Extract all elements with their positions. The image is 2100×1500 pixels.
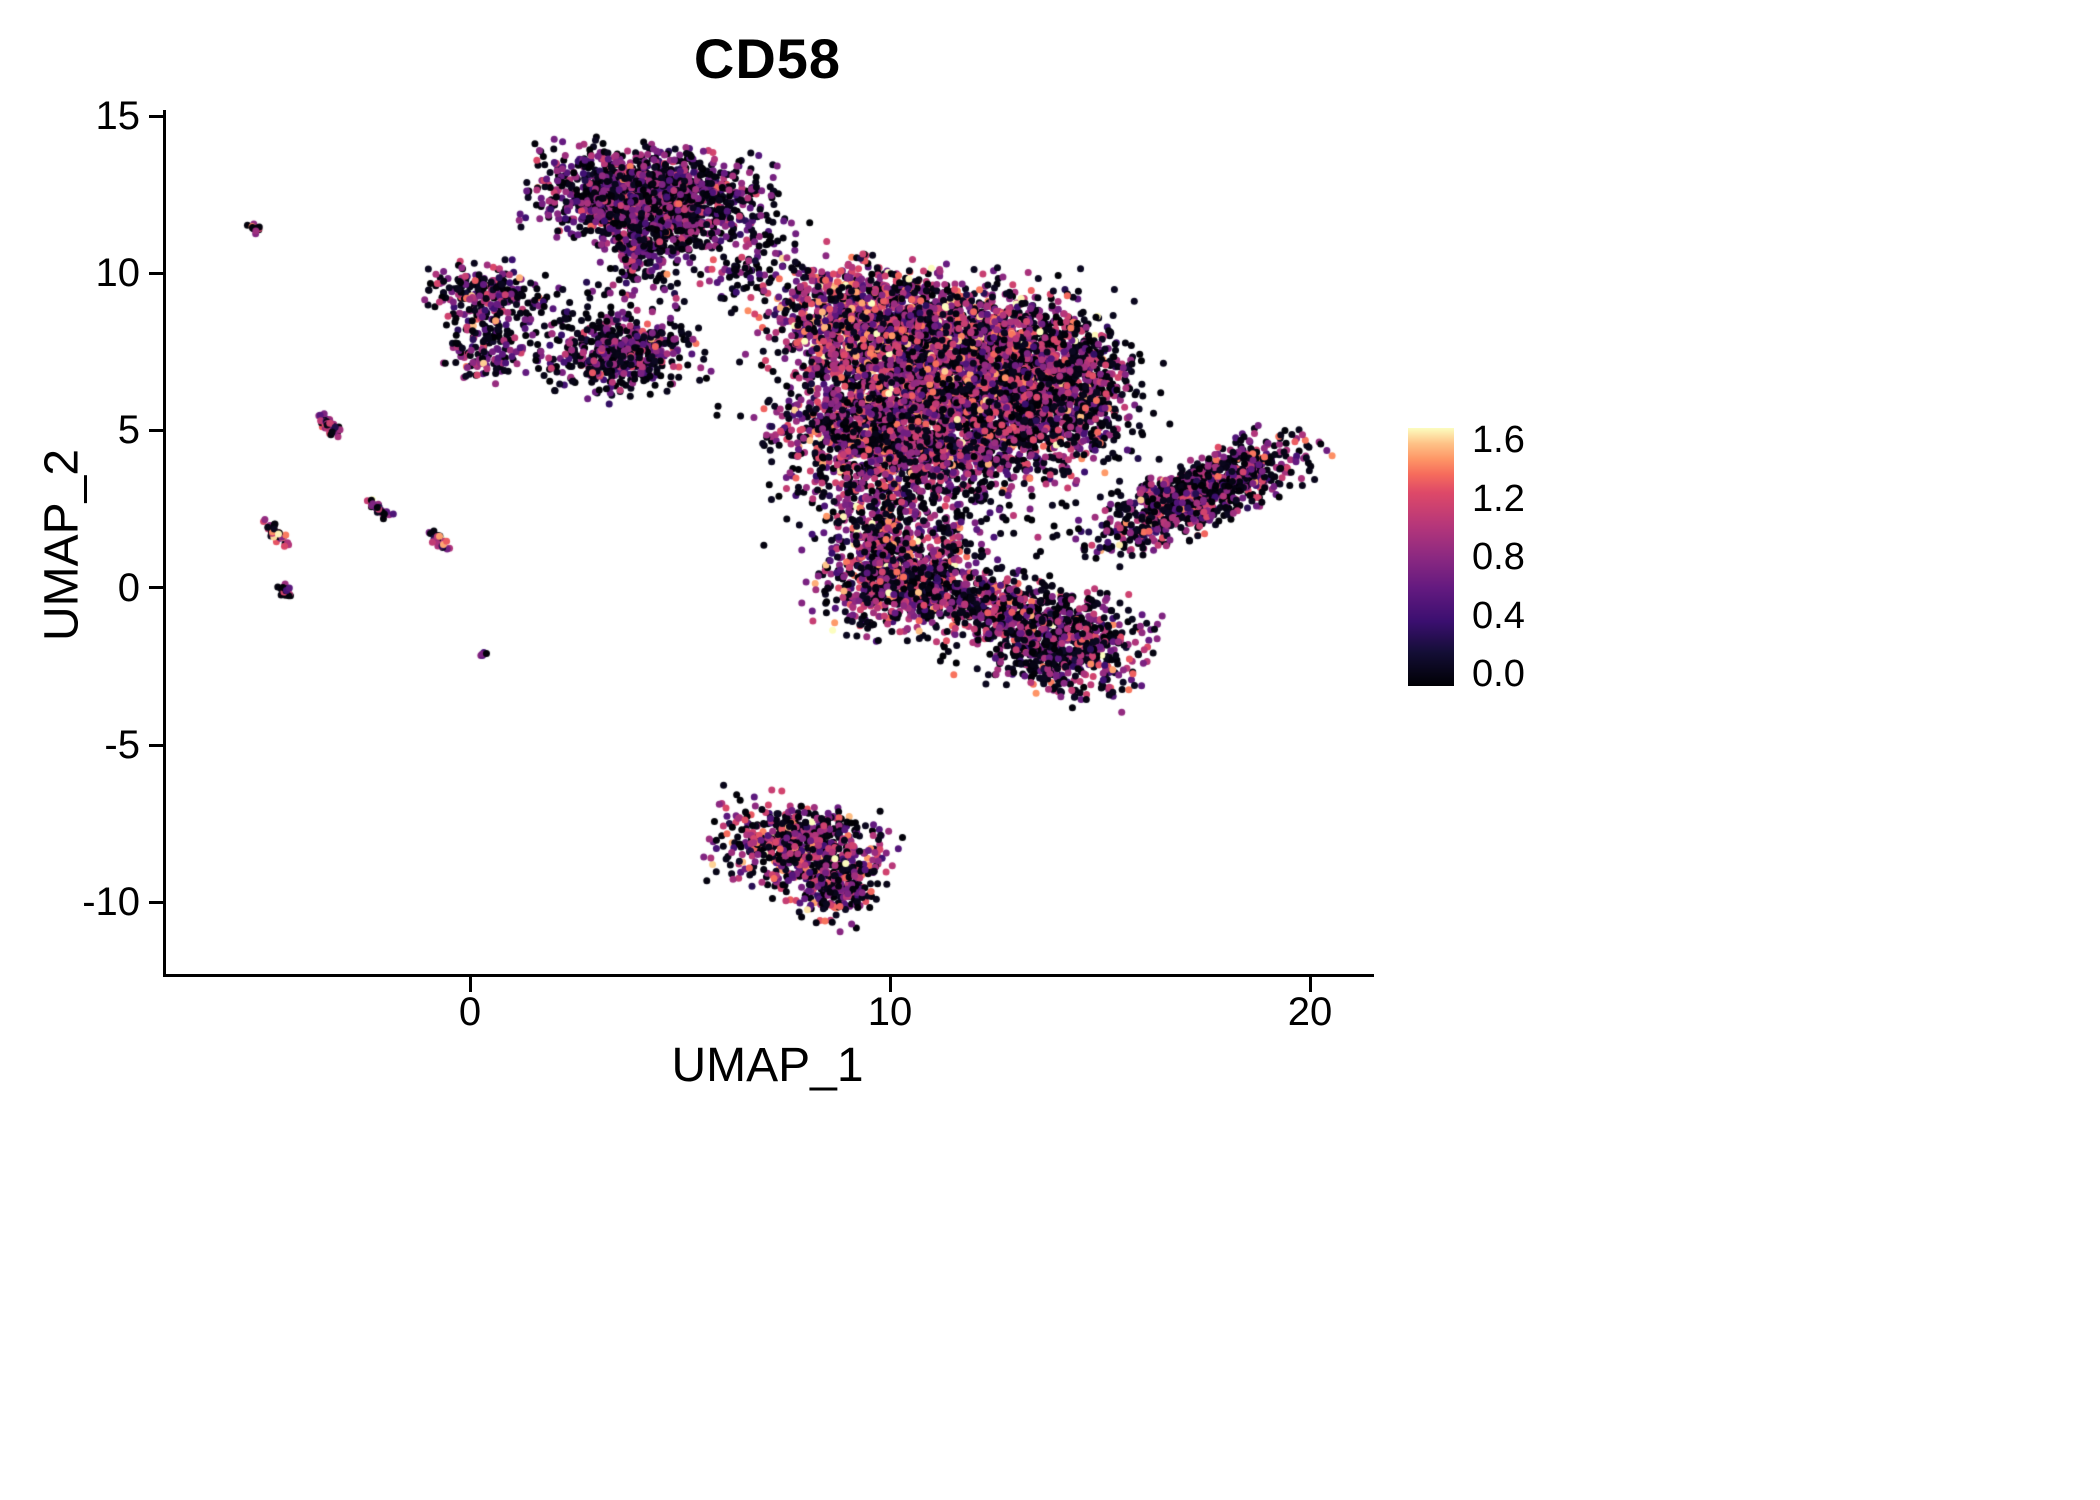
y-tick-label: -5 [104, 723, 140, 767]
x-axis-line [163, 974, 1374, 977]
legend-tick-label: 0.4 [1472, 595, 1525, 637]
y-tick-mark [149, 901, 164, 904]
x-axis-label: UMAP_1 [671, 1039, 864, 1092]
y-tick-mark [149, 744, 164, 747]
legend-tick-label: 0.0 [1472, 653, 1525, 695]
y-tick-mark [149, 429, 164, 432]
y-tick-label: 0 [117, 566, 140, 610]
y-tick-mark [149, 272, 164, 275]
y-tick-label: 10 [95, 251, 141, 295]
y-axis-label-text: UMAP_2 [35, 448, 89, 642]
x-tick-label: 0 [458, 990, 482, 1034]
legend-gradient [1408, 428, 1454, 686]
y-tick-mark [149, 115, 164, 118]
legend-tick-label: 0.8 [1472, 536, 1525, 578]
x-tick-label: 10 [867, 990, 913, 1034]
x-tick-label: 20 [1287, 990, 1333, 1034]
x-tick-mark [469, 977, 472, 992]
y-tick-label: 15 [95, 94, 141, 138]
plot-title: CD58 [693, 27, 842, 90]
x-tick-mark [1309, 977, 1312, 992]
y-tick-mark [149, 586, 164, 589]
y-tick-label: -10 [82, 880, 140, 924]
y-axis-line [163, 110, 166, 977]
x-tick-mark [889, 977, 892, 992]
legend-tick-label: 1.6 [1472, 419, 1525, 461]
legend-tick-label: 1.2 [1472, 478, 1525, 520]
y-tick-label: 5 [117, 408, 140, 452]
